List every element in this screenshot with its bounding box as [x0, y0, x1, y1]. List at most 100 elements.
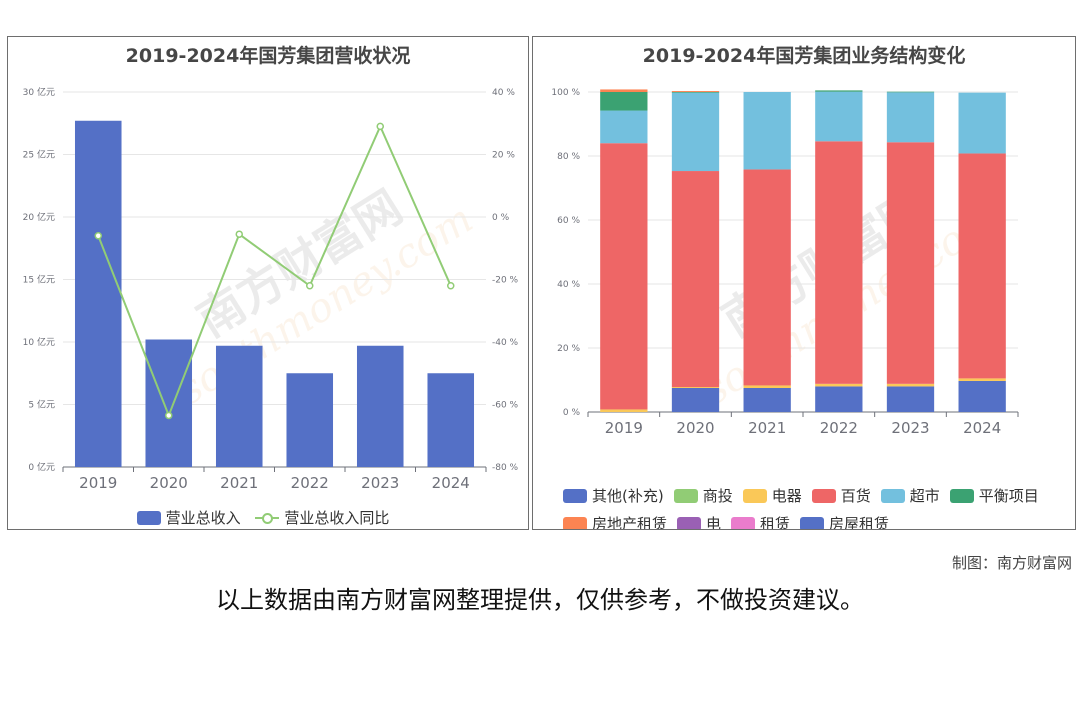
- bar: [356, 345, 404, 467]
- yoy-point: [306, 282, 314, 290]
- legend-item[interactable]: 租赁: [731, 511, 791, 530]
- stacked-bar-segment: [743, 385, 791, 388]
- stacked-bar-segment: [600, 143, 648, 410]
- stacked-bar-segment: [886, 142, 935, 384]
- legend-item[interactable]: 其他(补充): [563, 483, 664, 509]
- y-tick-label-left: 10 亿元: [23, 336, 55, 348]
- stacked-bar-segment: [671, 92, 720, 93]
- legend-swatch-icon: [563, 489, 587, 503]
- x-tick-label: 2022: [820, 419, 858, 437]
- stacked-bar-segment: [886, 91, 935, 93]
- legend-item[interactable]: 平衡项目: [949, 483, 1039, 509]
- legend-label: 其他(补充): [592, 487, 664, 505]
- stacked-bar-segment: [671, 92, 720, 172]
- stacked-bar-segment: [743, 169, 791, 386]
- stacked-bar-segment: [958, 92, 1006, 154]
- stacked-bar-segment: [886, 92, 935, 143]
- bar-swatch-icon: [136, 510, 161, 525]
- legend-item[interactable]: 房地产租赁: [563, 511, 668, 530]
- legend-label-revenue: 营业总收入: [165, 509, 241, 527]
- revenue-chart-legend: 营业总收入 营业总收入同比: [8, 507, 528, 529]
- y-tick-label: 80 %: [557, 152, 580, 162]
- bar: [74, 120, 122, 467]
- x-tick-label: 2021: [220, 474, 258, 492]
- stacked-bar-segment: [671, 171, 720, 388]
- revenue-chart-title: 2019-2024年国芳集团营收状况: [125, 45, 411, 67]
- x-tick-label: 2024: [963, 419, 1001, 437]
- legend-swatch-icon: [731, 517, 756, 529]
- legend-label: 电器: [771, 487, 802, 505]
- x-tick-label: 2019: [605, 419, 643, 437]
- y-tick-label-right: 40 %: [492, 88, 515, 98]
- legend-label: 租赁: [760, 515, 791, 530]
- legend-item[interactable]: 超市: [880, 483, 940, 509]
- y-tick-label-right: -20 %: [492, 276, 519, 286]
- legend-label-revenue-yoy: 营业总收入同比: [284, 509, 390, 527]
- y-tick-label-right: -80 %: [492, 463, 519, 473]
- x-tick-label: 2024: [432, 474, 470, 492]
- legend-swatch-icon: [811, 489, 836, 503]
- structure-chart-legend: 其他(补充) 商投 电器 百货 超市 平衡项目房地产租赁 电 租赁 房屋租赁: [563, 483, 1065, 530]
- y-tick-label-left: 25 亿元: [23, 149, 55, 161]
- y-tick-label-right: 20 %: [492, 151, 515, 161]
- x-tick-label: 2022: [291, 474, 329, 492]
- x-tick-label: 2020: [676, 419, 714, 437]
- stacked-bar-segment: [958, 380, 1006, 412]
- y-tick-label-left: 30 亿元: [23, 86, 55, 98]
- stacked-bar-segment: [886, 386, 935, 412]
- stacked-bar-segment: [743, 388, 791, 412]
- legend-item[interactable]: 商投: [673, 483, 733, 509]
- x-tick-label: 2020: [150, 474, 188, 492]
- stacked-bar-segment: [815, 386, 863, 412]
- y-tick-label-right: 0 %: [492, 213, 510, 223]
- legend-swatch-icon: [800, 517, 825, 529]
- y-tick-label-left: 5 亿元: [28, 399, 55, 411]
- legend-item[interactable]: 百货: [811, 483, 871, 509]
- legend-item[interactable]: 房屋租赁: [800, 511, 890, 530]
- legend-label: 平衡项目: [978, 487, 1039, 505]
- y-tick-label-right: -40 %: [492, 338, 519, 348]
- yoy-point: [94, 232, 102, 240]
- legend-swatch-icon: [880, 489, 905, 503]
- legend-swatch-icon: [563, 517, 587, 529]
- legend-item-revenue[interactable]: 营业总收入: [136, 507, 241, 528]
- stacked-bar-segment: [743, 92, 791, 170]
- y-tick-label: 20 %: [557, 344, 580, 354]
- stacked-bar-segment: [958, 153, 1006, 379]
- stacked-bar-segment: [886, 383, 935, 387]
- legend-swatch-icon: [742, 489, 767, 503]
- stacked-bar-segment: [600, 110, 648, 144]
- legend-label: 电: [706, 515, 722, 530]
- bar: [145, 339, 193, 467]
- stacked-bar-segment: [671, 91, 720, 92]
- y-tick-label: 0 %: [563, 408, 581, 418]
- legend-label: 房地产租赁: [592, 515, 668, 530]
- legend-label: 超市: [909, 487, 940, 505]
- legend-swatch-icon: [673, 489, 698, 503]
- bar: [286, 373, 334, 467]
- y-tick-label-left: 20 亿元: [23, 211, 55, 223]
- x-tick-label: 2023: [361, 474, 399, 492]
- yoy-point: [447, 282, 455, 290]
- legend-label: 房屋租赁: [829, 515, 890, 530]
- bar: [215, 345, 263, 467]
- stacked-bar-segment: [600, 92, 648, 111]
- legend-item[interactable]: 电: [677, 511, 722, 530]
- x-tick-label: 2023: [891, 419, 929, 437]
- y-tick-label-right: -60 %: [492, 401, 519, 411]
- legend-label: 商投: [702, 487, 733, 505]
- stacked-bar-segment: [600, 409, 648, 412]
- legend-item[interactable]: 电器: [742, 483, 802, 509]
- legend-swatch-icon: [949, 489, 974, 503]
- legend-label: 百货: [840, 487, 871, 505]
- legend-item-revenue-yoy[interactable]: 营业总收入同比: [255, 507, 389, 528]
- chart-credit: 制图：南方财富网: [951, 554, 1072, 572]
- stacked-bar-segment: [815, 90, 863, 92]
- structure-chart-title: 2019-2024年国芳集团业务结构变化: [642, 45, 966, 67]
- x-tick-label: 2019: [79, 474, 117, 492]
- y-tick-label-left: 0 亿元: [28, 461, 55, 473]
- stacked-bar-segment: [815, 141, 863, 384]
